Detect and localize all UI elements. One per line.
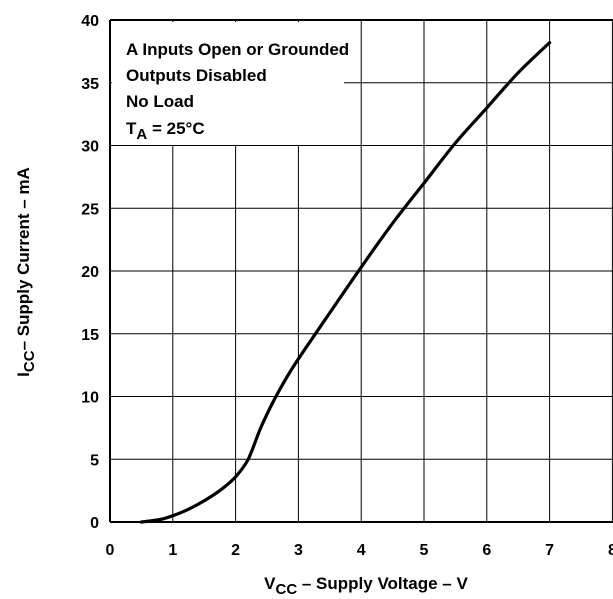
x-tick-labels: 0 1 2 3 4 5 6 7 8: [106, 542, 613, 559]
annotation-line-1: A Inputs Open or Grounded: [126, 40, 349, 59]
y-tick-label: 35: [81, 76, 99, 93]
plot-frame: [109, 19, 613, 523]
conditions-annotation: A Inputs Open or Grounded Outputs Disabl…: [112, 22, 349, 145]
series-line: [139, 41, 552, 524]
annotation-line-3: No Load: [126, 92, 194, 111]
y-tick-label: 15: [81, 327, 99, 344]
y-tick-labels: 0 5 10 15 20 25 30 35 40: [81, 13, 99, 532]
annotation-line-4: TA = 25°C: [126, 119, 205, 143]
y-tick-label: 20: [81, 264, 99, 281]
y-tick-label: 25: [81, 201, 99, 218]
y-tick-label: 0: [90, 515, 99, 532]
y-tick-label: 10: [81, 390, 99, 407]
x-tick-label: 1: [168, 542, 177, 559]
x-tick-label: 0: [106, 542, 115, 559]
y-tick-label: 5: [90, 452, 99, 469]
annotation-background: [112, 22, 344, 145]
y-axis-title: ICC– Supply Current – mA: [14, 167, 38, 377]
y-tick-label: 30: [81, 139, 99, 156]
x-tick-label: 5: [420, 542, 429, 559]
x-tick-label: 2: [231, 542, 240, 559]
x-tick-label: 6: [482, 542, 491, 559]
x-tick-label: 3: [294, 542, 303, 559]
x-axis-title: VCC – Supply Voltage – V: [264, 574, 468, 598]
y-tick-label: 40: [81, 13, 99, 30]
x-tick-label: 7: [545, 542, 554, 559]
x-tick-label: 4: [357, 542, 366, 559]
x-tick-label: 8: [608, 542, 613, 559]
grid: [110, 20, 613, 522]
annotation-line-2: Outputs Disabled: [126, 66, 267, 85]
